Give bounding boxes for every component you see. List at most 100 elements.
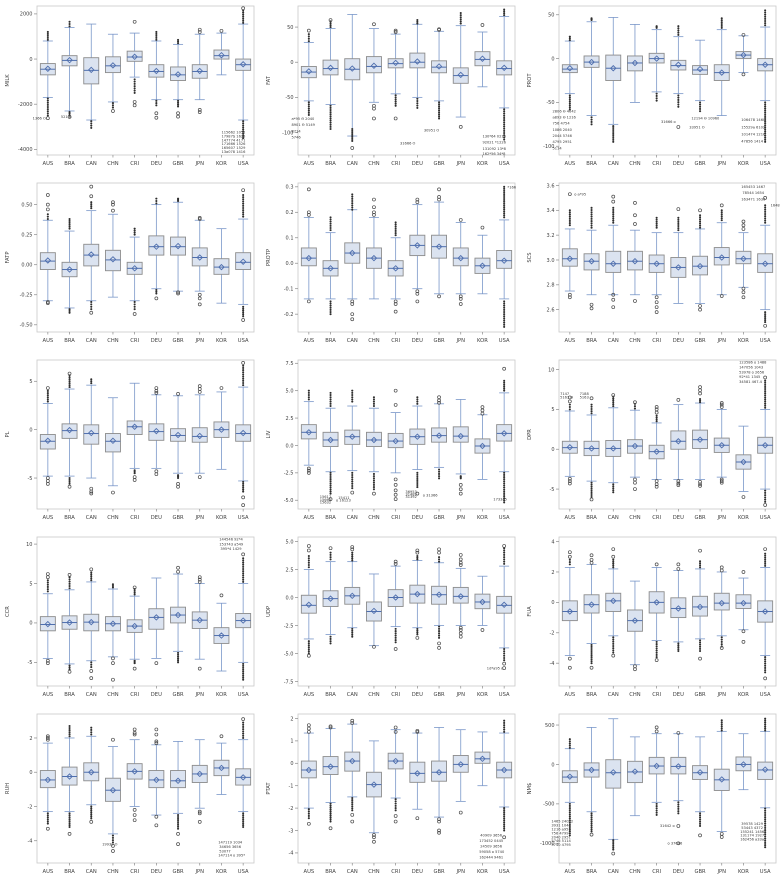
svg-text:USA: USA <box>238 869 249 875</box>
svg-text:10: 10 <box>26 542 32 548</box>
svg-text:DEU: DEU <box>151 515 162 521</box>
svg-text:CAN: CAN <box>608 161 619 167</box>
svg-text:GBR: GBR <box>172 338 184 344</box>
svg-text:521 A: 521 A <box>61 115 72 119</box>
box-gbr <box>692 736 709 838</box>
y-axis: 3.6 3.4 3.2 3.0 2.8 2.6 <box>547 183 559 313</box>
svg-text:AUS: AUS <box>43 692 54 698</box>
svg-text:0: 0 <box>29 427 32 433</box>
x-axis: AUS BRA CAN CHN CRI DEU GBR JPN KOR USA <box>565 863 771 875</box>
svg-text:CHN: CHN <box>368 338 380 344</box>
box-cri <box>126 19 143 108</box>
box-deu <box>148 727 165 828</box>
svg-text:3.2: 3.2 <box>547 233 555 239</box>
box-can <box>83 184 100 315</box>
svg-text:AUS: AUS <box>565 692 576 698</box>
svg-text:3.4: 3.4 <box>547 208 555 214</box>
svg-text:162*56 34*8: 162*56 34*8 <box>482 152 506 156</box>
svg-text:4795 2951: 4795 2951 <box>552 140 571 144</box>
box-deu <box>409 728 426 821</box>
svg-text:JPN: JPN <box>716 692 726 698</box>
box-jpn <box>713 203 730 298</box>
svg-text:DEU: DEU <box>673 515 684 521</box>
svg-text:-1: -1 <box>289 783 294 789</box>
boxplot-svg-fat: 50 0 -50 -100 FAT AUS BRA CAN CHN CRI DEU GBR JPN KOR… <box>266 5 516 167</box>
svg-text:2.8: 2.8 <box>547 283 555 289</box>
svg-text:KOR: KOR <box>477 692 488 698</box>
box-kor <box>735 425 752 499</box>
svg-text:CRI: CRI <box>652 161 661 167</box>
x-axis: AUS BRA CAN CHN CRI DEU GBR JPN KOR USA <box>304 509 510 521</box>
x-axis: AUS BRA CAN CHN CRI DEU GBR JPN KOR USA <box>304 686 510 698</box>
svg-text:5: 5 <box>551 407 554 413</box>
box-cri <box>648 405 665 489</box>
svg-text:o a*95: o a*95 <box>574 192 586 196</box>
box-can <box>344 193 361 322</box>
box-jpn <box>452 11 469 129</box>
svg-text:147119 1034: 147119 1034 <box>218 841 243 845</box>
svg-text:USA: USA <box>238 338 249 344</box>
box-kor <box>213 386 230 470</box>
svg-text:39578 1429: 39578 1429 <box>741 822 763 826</box>
box-usa <box>235 361 252 507</box>
boxplot-svg-ccr: 10 5 0 -5 CCR AUS BRA CAN CHN CRI DEU GBR JPN KOR USA 1… <box>5 536 255 698</box>
svg-text:AUS: AUS <box>304 692 315 698</box>
svg-text:BRA: BRA <box>586 338 597 344</box>
box-cri <box>387 221 404 314</box>
svg-text:AUS: AUS <box>43 161 54 167</box>
svg-text:147774 4171: 147774 4171 <box>221 138 245 142</box>
svg-text:34656 3656: 34656 3656 <box>219 845 241 849</box>
svg-text:163471 1636: 163471 1636 <box>741 197 766 201</box>
box-can <box>344 718 361 824</box>
box-kor <box>474 405 491 480</box>
svg-text:0.0: 0.0 <box>286 443 294 449</box>
box-deu <box>409 548 426 640</box>
box-gbr <box>692 385 709 488</box>
svg-text:GBR: GBR <box>172 692 184 698</box>
box-chn <box>626 580 643 672</box>
svg-text:10: 10 <box>548 367 554 373</box>
svg-text:KOR: KOR <box>738 161 749 167</box>
y-axis: 10 5 0 -5 <box>26 542 37 666</box>
svg-text:-5: -5 <box>28 660 33 666</box>
box-cri <box>648 562 665 663</box>
box-deu <box>670 207 687 304</box>
svg-text:DEU: DEU <box>151 869 162 875</box>
svg-text:-50: -50 <box>285 95 293 101</box>
box-jpn <box>191 739 208 824</box>
box-usa <box>757 375 774 507</box>
svg-text:KOR: KOR <box>216 869 227 875</box>
box-gbr <box>170 741 187 847</box>
y-axis-title: FUA <box>527 606 533 617</box>
box-chn <box>104 583 121 682</box>
svg-text:7.5: 7.5 <box>286 361 294 367</box>
boxplot-fat: 50 0 -50 -100 FAT AUS BRA CAN CHN CRI DEU GBR JPN KOR… <box>261 0 522 176</box>
svg-text:2806 Θ 4642: 2806 Θ 4642 <box>552 109 575 113</box>
svg-text:1648: 1648 <box>771 204 781 208</box>
svg-text:165453 1467: 165453 1467 <box>741 185 765 189</box>
svg-text:CRI: CRI <box>652 515 661 521</box>
svg-text:CHN: CHN <box>368 161 380 167</box>
svg-text:AUS: AUS <box>565 338 576 344</box>
svg-text:CRI: CRI <box>130 692 139 698</box>
box-usa <box>757 196 774 328</box>
box-kor <box>213 228 230 304</box>
svg-text:31642 o: 31642 o <box>660 824 675 828</box>
svg-text:KOR: KOR <box>738 515 749 521</box>
svg-text:1: 1 <box>290 739 293 745</box>
y-axis-title: PL <box>5 431 11 437</box>
svg-text:JPN: JPN <box>716 869 726 875</box>
svg-text:131174 1927: 131174 1927 <box>740 834 764 838</box>
svg-text:CRI: CRI <box>391 338 400 344</box>
boxplot-svg-fatp: 0.50 0.25 0.00 -0.25 -0.50 FATP AUS BRA CAN CHN CR… <box>5 182 255 344</box>
svg-text:5.0: 5.0 <box>286 539 294 545</box>
svg-text:59058 o 5740: 59058 o 5740 <box>479 850 505 854</box>
svg-text:15411: 15411 <box>338 496 349 500</box>
svg-text:147056 1043: 147056 1043 <box>739 365 763 369</box>
y-axis-title: LIV <box>266 430 272 438</box>
svg-text:130*64 0216: 130*64 0216 <box>482 134 506 138</box>
y-axis-title: FAT <box>266 75 272 85</box>
box-usa <box>235 552 252 681</box>
svg-text:-3: -3 <box>289 828 294 834</box>
y-axis-title: RUH <box>5 783 11 794</box>
